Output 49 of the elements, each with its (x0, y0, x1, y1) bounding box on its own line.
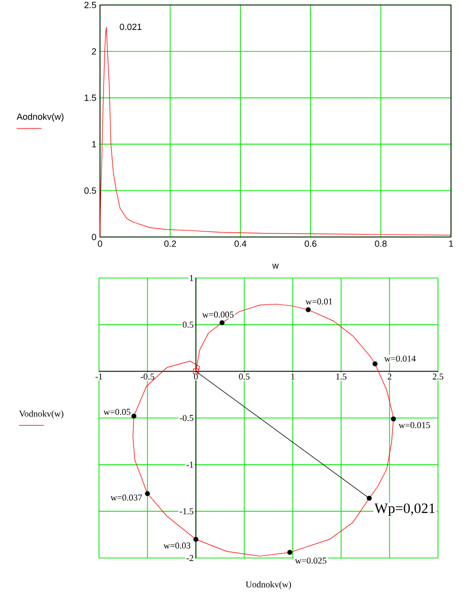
point (220, 320, 225, 326)
point (390, 416, 396, 422)
point (287, 550, 292, 555)
y-tick-label: -2 (186, 555, 194, 561)
y-tick-label: 0.5 (182, 322, 194, 328)
annotation: Wp=0,021 (374, 503, 435, 516)
y-tick-label: 2.5 (84, 2, 96, 8)
annotation: w=0.05 (103, 408, 130, 415)
annotation: w=0.015 (398, 422, 430, 428)
point (193, 368, 199, 374)
x-tick-label: 1 (291, 374, 294, 380)
y-tick-label: 2 (92, 48, 96, 55)
x-tick-label: 2 (388, 374, 392, 380)
annotation: 0.021 (120, 24, 142, 30)
point (366, 496, 372, 501)
x-tick-label: 1.5 (336, 374, 346, 380)
x-tick-label: 0 (98, 240, 102, 247)
annotation: w=0.01 (305, 298, 332, 305)
point (144, 491, 150, 496)
point (193, 536, 198, 542)
y-tick-label: -0.5 (180, 414, 194, 422)
x-axis-title: Uodnokv(w) (246, 581, 292, 590)
x-tick-label: 0.8 (374, 240, 387, 247)
y-tick-label: 1.5 (84, 94, 96, 101)
x-axis-title: w (272, 264, 279, 268)
x-tick-label: 1 (449, 240, 454, 247)
x-tick-label: -0.5 (140, 374, 154, 380)
x-tick-label: 0.5 (239, 374, 250, 380)
annotation: w=0.037 (110, 494, 142, 501)
annotation: w=0.005 (202, 312, 234, 318)
annotation: w=0.03 (163, 542, 190, 549)
y-tick-label: 1 (190, 275, 194, 281)
x-tick-label: 0.6 (304, 240, 316, 247)
point (306, 307, 311, 312)
y-tick-label: 0.5 (84, 187, 96, 194)
y-axis-title: Vodnokv(w) (19, 410, 64, 419)
y-tick-label: -1.5 (180, 508, 194, 514)
y-tick-label: -1 (186, 462, 194, 468)
point (372, 361, 378, 366)
annotation: w=0.014 (384, 356, 416, 362)
x-tick-label: 0.4 (234, 240, 246, 247)
point (131, 414, 136, 419)
y-tick-label: 0 (92, 234, 96, 240)
x-tick-label: -1 (96, 374, 102, 380)
y-axis-title: Aodnokv(w) (16, 113, 64, 122)
x-tick-label: 0.2 (164, 240, 176, 247)
x-tick-label: 2.5 (432, 374, 444, 380)
annotation: w=0.025 (295, 558, 326, 564)
y-tick-label: 1 (92, 141, 96, 148)
